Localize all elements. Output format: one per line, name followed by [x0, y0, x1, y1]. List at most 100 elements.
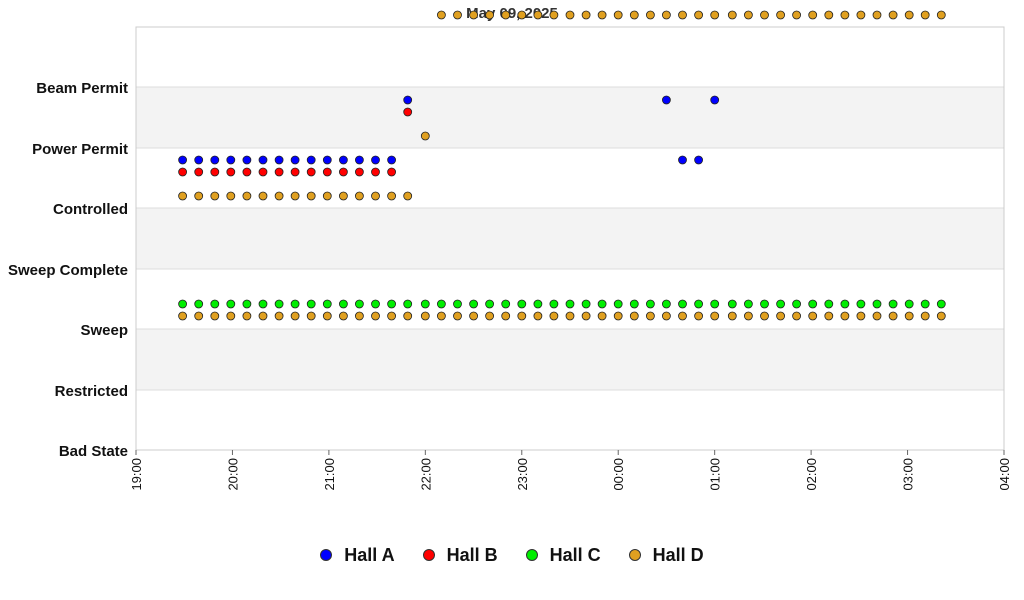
data-point: [371, 155, 380, 165]
data-point: [936, 10, 946, 20]
legend-swatch: [320, 549, 333, 561]
data-point: [662, 299, 671, 309]
data-point: [290, 191, 300, 201]
data-point: [533, 311, 543, 321]
legend-item: Hall B: [422, 545, 498, 566]
data-point: [662, 95, 671, 105]
data-point: [501, 299, 511, 309]
data-point: [306, 191, 316, 201]
data-point: [662, 10, 671, 20]
data-point: [694, 155, 703, 165]
data-point: [904, 299, 914, 309]
data-point: [581, 311, 591, 321]
data-point: [485, 299, 495, 309]
data-point: [840, 10, 850, 20]
data-point: [226, 299, 236, 309]
data-point: [744, 10, 753, 20]
data-point: [469, 299, 479, 309]
data-point: [678, 155, 687, 165]
data-point: [597, 10, 607, 20]
data-point: [274, 311, 284, 321]
data-point: [888, 311, 898, 321]
data-point: [403, 311, 413, 321]
data-point: [646, 311, 655, 321]
data-point: [776, 311, 785, 321]
data-point: [322, 155, 332, 165]
data-point: [354, 311, 364, 321]
data-point: [354, 191, 364, 201]
data-point: [744, 311, 753, 321]
data-point: [242, 311, 252, 321]
data-point: [710, 299, 720, 309]
data-point: [760, 10, 769, 20]
data-point: [694, 299, 703, 309]
data-point: [290, 299, 300, 309]
data-point: [888, 299, 898, 309]
data-point: [258, 299, 268, 309]
data-point: [371, 311, 380, 321]
data-point: [517, 299, 527, 309]
data-point: [694, 10, 703, 20]
data-point: [792, 311, 801, 321]
row-band: [136, 87, 1004, 148]
legend-swatch: [628, 549, 641, 561]
y-tick-label: Sweep Complete: [8, 262, 128, 279]
data-point: [872, 299, 882, 309]
data-point: [387, 155, 397, 165]
data-point: [727, 10, 737, 20]
data-point: [872, 10, 882, 20]
data-point: [792, 299, 801, 309]
data-point: [776, 10, 785, 20]
data-point: [613, 10, 623, 20]
data-point: [436, 10, 446, 20]
data-point: [920, 299, 930, 309]
data-point: [469, 311, 479, 321]
data-point: [322, 167, 332, 177]
data-point: [338, 299, 348, 309]
data-point: [354, 167, 364, 177]
legend-item: Hall C: [525, 544, 601, 566]
data-point: [226, 167, 236, 177]
data-point: [274, 299, 284, 309]
data-point: [242, 191, 252, 201]
data-point: [597, 311, 607, 321]
data-point: [210, 299, 220, 309]
chart-title: May 09, 2025: [466, 5, 558, 22]
data-point: [920, 10, 930, 20]
data-point: [469, 10, 479, 20]
data-point: [904, 311, 914, 321]
data-point: [808, 299, 818, 309]
data-point: [840, 311, 850, 321]
data-point: [274, 167, 284, 177]
data-point: [760, 311, 769, 321]
data-point: [549, 299, 559, 309]
x-tick-label: 01:00: [708, 458, 723, 491]
data-point: [581, 299, 591, 309]
data-point: [210, 311, 220, 321]
legend-label: Hall C: [549, 544, 601, 565]
data-point: [290, 155, 300, 165]
row-band: [136, 390, 1004, 450]
data-point: [354, 299, 364, 309]
y-tick-label: Power Permit: [32, 141, 128, 158]
data-point: [403, 95, 413, 105]
data-point: [678, 299, 687, 309]
data-point: [629, 299, 639, 309]
data-point: [242, 299, 252, 309]
data-point: [371, 167, 380, 177]
data-point: [533, 10, 543, 20]
data-point: [194, 155, 204, 165]
data-point: [322, 191, 332, 201]
data-point: [549, 311, 559, 321]
data-point: [824, 311, 834, 321]
x-tick-label: 02:00: [804, 458, 819, 491]
x-tick-label: 20:00: [225, 458, 240, 491]
data-point: [485, 311, 495, 321]
x-tick-label: 21:00: [322, 458, 337, 491]
x-tick-label: 04:00: [997, 458, 1012, 491]
data-point: [613, 311, 623, 321]
data-point: [936, 299, 946, 309]
x-tick-label: 03:00: [901, 458, 916, 491]
data-point: [242, 155, 252, 165]
